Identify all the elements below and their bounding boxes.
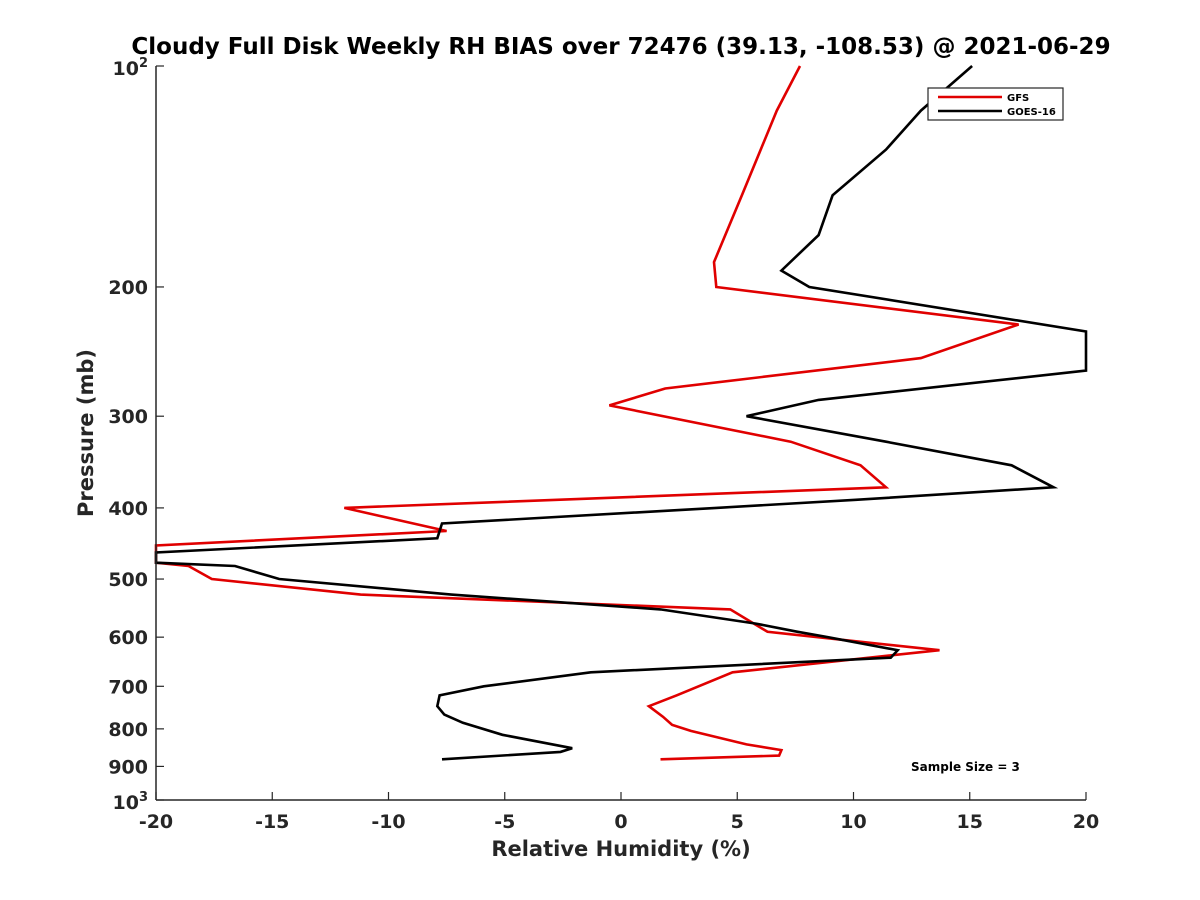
legend-label-gfs: GFS (1007, 93, 1029, 104)
y-tick-label: 700 (108, 676, 148, 698)
legend-box (927, 87, 1064, 121)
y-tick-label: 200 (108, 277, 148, 299)
x-ticks: -20 -15 -10 -5 0 5 10 15 20 (139, 792, 1099, 833)
y-axis-label: Pressure (mb) (74, 349, 98, 517)
legend: GFS GOES-16 (927, 87, 1064, 121)
chart-title: Cloudy Full Disk Weekly RH BIAS over 724… (131, 34, 1110, 60)
y-tick-label: 400 (108, 498, 148, 520)
x-tick-label: -20 (139, 811, 173, 833)
y-ticks: 102 200 300 400 500 600 700 800 900 103 (108, 56, 164, 814)
x-tick-label: 10 (840, 811, 866, 833)
y-tick-label: 103 (113, 790, 149, 814)
y-tick-label: 800 (108, 719, 148, 741)
x-tick-label: 15 (957, 811, 983, 833)
y-tick-label: 102 (113, 56, 149, 80)
plot-area: -20 -15 -10 -5 0 5 10 15 20 102 200 300 400 500 600 70… (108, 56, 1099, 833)
y-tick-label: 600 (108, 627, 148, 649)
y-tick-label: 900 (108, 756, 148, 778)
x-tick-label: 5 (731, 811, 744, 833)
x-tick-label: -10 (371, 811, 405, 833)
x-tick-label: -15 (255, 811, 289, 833)
y-tick-label: 300 (108, 406, 148, 428)
sample-size-annotation: Sample Size = 3 (911, 760, 1020, 774)
x-tick-label: 0 (614, 811, 627, 833)
x-axis-label: Relative Humidity (%) (491, 837, 750, 861)
x-tick-label: 20 (1073, 811, 1099, 833)
x-tick-label: -5 (494, 811, 515, 833)
y-tick-label: 500 (108, 569, 148, 591)
legend-label-goes16: GOES-16 (1007, 107, 1056, 118)
